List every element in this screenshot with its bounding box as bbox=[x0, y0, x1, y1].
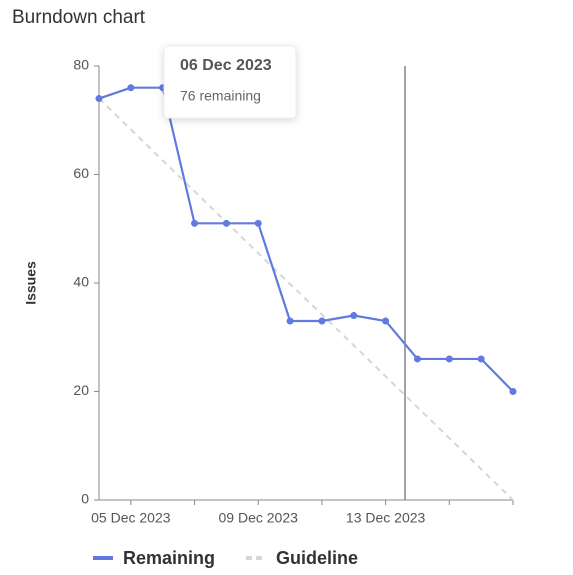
point bbox=[350, 312, 358, 320]
y-tick-label: 80 bbox=[73, 57, 89, 73]
y-tick-label: 20 bbox=[73, 382, 89, 398]
point bbox=[445, 355, 453, 363]
chart-title: Burndown chart bbox=[12, 7, 146, 28]
x-tick-label: 09 Dec 2023 bbox=[219, 510, 299, 526]
x-tick-label: 05 Dec 2023 bbox=[91, 510, 171, 526]
guideline bbox=[98, 97, 514, 501]
point bbox=[127, 84, 135, 92]
y-tick-label: 0 bbox=[81, 491, 89, 507]
point bbox=[222, 219, 230, 227]
tooltip-title: 06 Dec 2023 bbox=[180, 57, 272, 74]
point bbox=[318, 317, 326, 325]
point bbox=[191, 219, 199, 227]
y-axis-label: Issues bbox=[23, 261, 39, 305]
remaining-line bbox=[98, 86, 514, 393]
tooltip-text: 76 remaining bbox=[180, 88, 261, 104]
point bbox=[477, 355, 485, 363]
tooltip-box bbox=[163, 45, 297, 119]
point bbox=[509, 388, 517, 395]
y-tick-label: 40 bbox=[73, 274, 89, 290]
legend-label: Remaining bbox=[123, 548, 215, 568]
point bbox=[95, 95, 103, 103]
point bbox=[254, 219, 262, 227]
legend-label: Guideline bbox=[276, 548, 358, 568]
point bbox=[413, 355, 421, 363]
x-tick-label: 13 Dec 2023 bbox=[346, 510, 426, 526]
point bbox=[286, 317, 294, 325]
point bbox=[382, 317, 390, 325]
y-tick-label: 60 bbox=[73, 165, 89, 181]
tooltip: 06 Dec 2023 76 remaining bbox=[163, 45, 297, 119]
